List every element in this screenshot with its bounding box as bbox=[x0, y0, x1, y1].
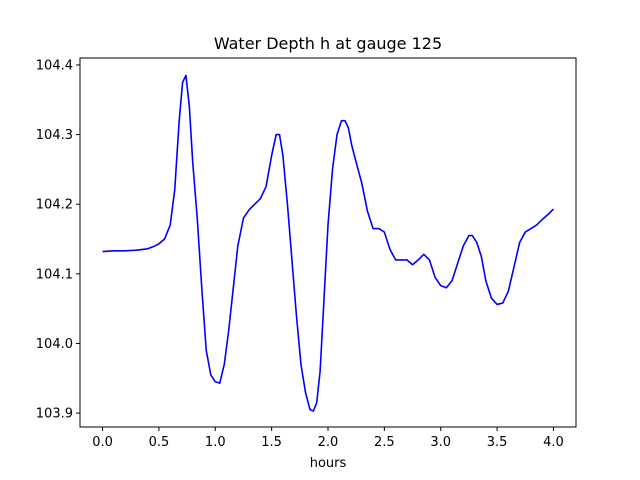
y-tick-label: 104.4 bbox=[36, 58, 73, 73]
series-line-0 bbox=[102, 74, 555, 412]
y-tick-label: 103.9 bbox=[36, 407, 73, 422]
x-tick-label: 0.0 bbox=[92, 435, 113, 450]
plot-layer bbox=[102, 74, 555, 412]
x-tick-label: 0.5 bbox=[149, 435, 170, 450]
y-tick-label: 104.1 bbox=[36, 267, 73, 282]
y-tick-label: 104.3 bbox=[36, 128, 73, 143]
x-tick-label: 4.0 bbox=[543, 435, 564, 450]
y-axis-ticks: 103.9 104.0 104.1 104.2 104.3 104.4 bbox=[36, 58, 80, 422]
x-axis-label: hours bbox=[310, 456, 347, 471]
x-tick-label: 1.5 bbox=[261, 435, 282, 450]
y-tick-label: 104.2 bbox=[36, 198, 73, 213]
x-tick-label: 3.5 bbox=[487, 435, 508, 450]
x-tick-label: 1.0 bbox=[205, 435, 226, 450]
x-tick-label: 3.0 bbox=[430, 435, 451, 450]
y-tick-label: 104.0 bbox=[36, 337, 73, 352]
x-axis-ticks: 0.0 0.5 1.0 1.5 2.0 2.5 3.0 3.5 4.0 bbox=[92, 427, 564, 450]
x-tick-label: 2.5 bbox=[374, 435, 395, 450]
chart-title: Water Depth h at gauge 125 bbox=[214, 34, 442, 53]
x-tick-label: 2.0 bbox=[318, 435, 339, 450]
